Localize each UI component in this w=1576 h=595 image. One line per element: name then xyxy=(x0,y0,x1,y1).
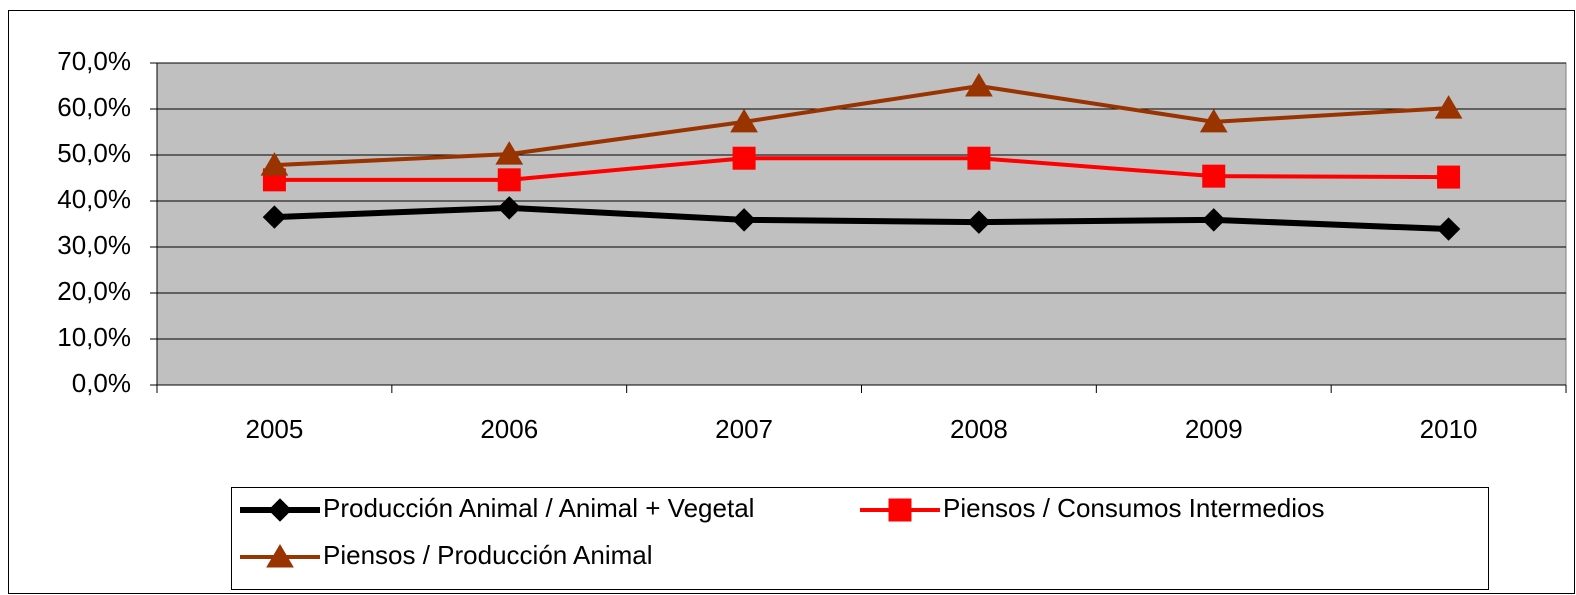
marker xyxy=(1202,208,1226,232)
marker xyxy=(888,498,912,522)
marker xyxy=(1434,95,1463,119)
marker xyxy=(732,208,756,232)
y-tick-label: 60,0% xyxy=(57,92,131,122)
y-tick-label: 40,0% xyxy=(57,184,131,214)
marker xyxy=(965,73,993,97)
marker xyxy=(266,544,294,568)
marker xyxy=(268,498,292,522)
legend-label: Piensos / Producción Animal xyxy=(323,540,653,570)
x-tick-label: 2005 xyxy=(245,414,303,444)
y-tick-label: 20,0% xyxy=(57,276,131,306)
marker xyxy=(497,168,521,192)
series-line xyxy=(274,83,1449,168)
marker xyxy=(497,196,521,220)
legend-label: Producción Animal / Animal + Vegetal xyxy=(323,493,754,523)
marker xyxy=(1436,217,1461,241)
marker xyxy=(732,146,756,170)
marker xyxy=(967,146,991,170)
x-tick-label: 2006 xyxy=(480,414,538,444)
series-line xyxy=(274,156,1449,182)
marker xyxy=(262,205,287,229)
series-line xyxy=(274,204,1449,233)
marker xyxy=(1437,165,1461,189)
x-tick-label: 2008 xyxy=(950,414,1008,444)
y-tick-label: 30,0% xyxy=(57,230,131,260)
x-tick-label: 2010 xyxy=(1420,414,1478,444)
marker xyxy=(260,152,289,176)
marker xyxy=(1202,164,1226,188)
marker xyxy=(1199,108,1228,133)
x-tick-label: 2009 xyxy=(1185,414,1243,444)
marker xyxy=(967,210,991,234)
y-tick-label: 70,0% xyxy=(57,46,131,76)
x-tick-label: 2007 xyxy=(715,414,773,444)
legend-label: Piensos / Consumos Intermedios xyxy=(943,493,1325,523)
legend-box xyxy=(231,487,1489,590)
marker xyxy=(495,141,524,165)
y-tick-label: 10,0% xyxy=(57,322,131,352)
y-tick-label: 50,0% xyxy=(57,138,131,168)
y-tick-label: 0,0% xyxy=(72,368,131,398)
marker xyxy=(730,108,758,133)
